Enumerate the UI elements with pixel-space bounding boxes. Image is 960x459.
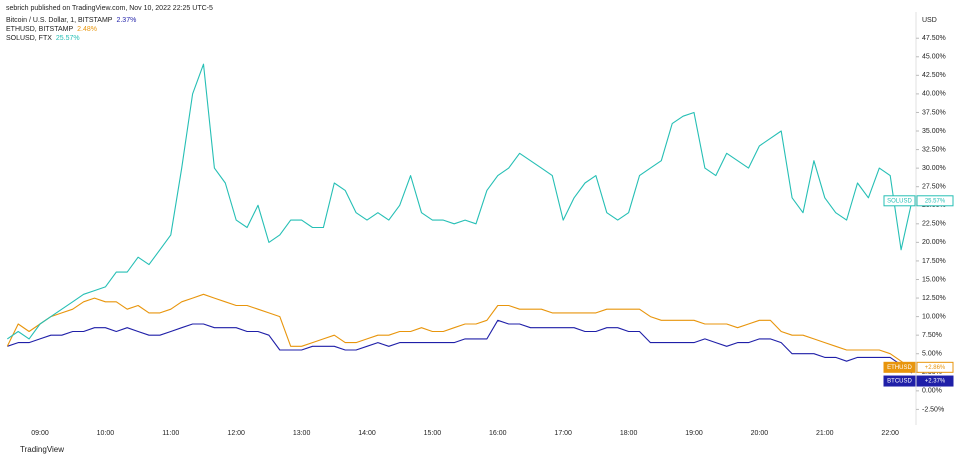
x-tick-label: 21:00 bbox=[816, 430, 834, 437]
legend-change: 25.57% bbox=[56, 35, 80, 42]
y-tick-label: 20.00% bbox=[922, 239, 946, 246]
legend-entry: ETHUSD, BITSTAMP 2.48% bbox=[6, 26, 97, 33]
y-tick-label: 0.00% bbox=[922, 388, 942, 395]
header: sebrich published on TradingView.com, No… bbox=[6, 5, 213, 12]
series-line bbox=[6, 63, 913, 340]
symbol-tag bbox=[883, 195, 916, 207]
x-tick-label: 15:00 bbox=[424, 430, 442, 437]
legend-change: 2.48% bbox=[77, 26, 97, 33]
symbol-tag-label: BTCUSD bbox=[887, 379, 912, 385]
symbol-tag bbox=[883, 375, 916, 387]
y-tick-label: 15.00% bbox=[922, 276, 946, 283]
legend-name: Bitcoin / U.S. Dollar, 1, BITSTAMP bbox=[6, 17, 113, 24]
x-tick-label: 19:00 bbox=[685, 430, 703, 437]
legend: Bitcoin / U.S. Dollar, 1, BITSTAMP 2.37% E… bbox=[6, 17, 136, 42]
series-line bbox=[6, 293, 913, 370]
footer: TradingView bbox=[20, 445, 64, 454]
legend-name: SOLUSD, FTX bbox=[6, 35, 52, 42]
y-tick-label: 35.00% bbox=[922, 128, 946, 135]
y-tick-label: 37.50% bbox=[922, 109, 946, 116]
symbol-tag bbox=[883, 361, 916, 373]
x-tick-label: 11:00 bbox=[162, 430, 179, 437]
y-tick-label: 30.00% bbox=[922, 165, 946, 172]
y-tick-label: 40.00% bbox=[922, 91, 946, 98]
symbol-tag-label: SOLUSD bbox=[887, 198, 912, 204]
x-tick-label: 10:00 bbox=[97, 430, 115, 437]
y-tick-label: 45.00% bbox=[922, 54, 946, 61]
x-tick-label: 09:00 bbox=[31, 430, 49, 437]
y-tick-label: 10.00% bbox=[922, 313, 946, 320]
x-tick-label: 16:00 bbox=[489, 430, 507, 437]
series-line bbox=[7, 319, 913, 374]
value-tag-label: +2.37% bbox=[925, 379, 946, 385]
legend-entry: Bitcoin / U.S. Dollar, 1, BITSTAMP 2.37% bbox=[6, 17, 136, 24]
legend-name: ETHUSD, BITSTAMP bbox=[6, 26, 73, 33]
value-tag bbox=[916, 375, 954, 387]
y-tick-label: 5.00% bbox=[922, 351, 942, 358]
y-tick-label: -2.50% bbox=[922, 406, 944, 413]
legend-entry: SOLUSD, FTX 25.57% bbox=[6, 35, 80, 42]
x-tick-label: 17:00 bbox=[554, 430, 572, 437]
x-tick-label: 22:00 bbox=[881, 430, 899, 437]
x-tick-label: 18:00 bbox=[620, 430, 638, 437]
value-tag-label: +2.86% bbox=[925, 365, 946, 371]
y-tick-label: 32.50% bbox=[922, 146, 946, 153]
value-tag bbox=[916, 195, 954, 207]
x-tick-label: 14:00 bbox=[358, 430, 376, 437]
x-tick-label: 20:00 bbox=[751, 430, 769, 437]
symbol-tag-label: ETHUSD bbox=[887, 365, 912, 371]
value-tag-label: 25.57% bbox=[925, 198, 946, 204]
value-tag bbox=[916, 361, 954, 373]
x-tick-label: 13:00 bbox=[293, 430, 311, 437]
y-tick-label: 27.50% bbox=[922, 184, 946, 191]
x-tick-label: 12:00 bbox=[227, 430, 245, 437]
y-tick-label: 7.50% bbox=[922, 332, 942, 339]
y-tick-label: 42.50% bbox=[922, 72, 946, 79]
y-tick-label: 47.50% bbox=[922, 35, 946, 42]
y-tick-label: 22.50% bbox=[922, 221, 946, 228]
y-tick-label: 17.50% bbox=[922, 258, 946, 265]
axis-unit: USD bbox=[922, 17, 937, 24]
y-tick-label: 12.50% bbox=[922, 295, 946, 302]
legend-change: 2.37% bbox=[116, 17, 136, 24]
